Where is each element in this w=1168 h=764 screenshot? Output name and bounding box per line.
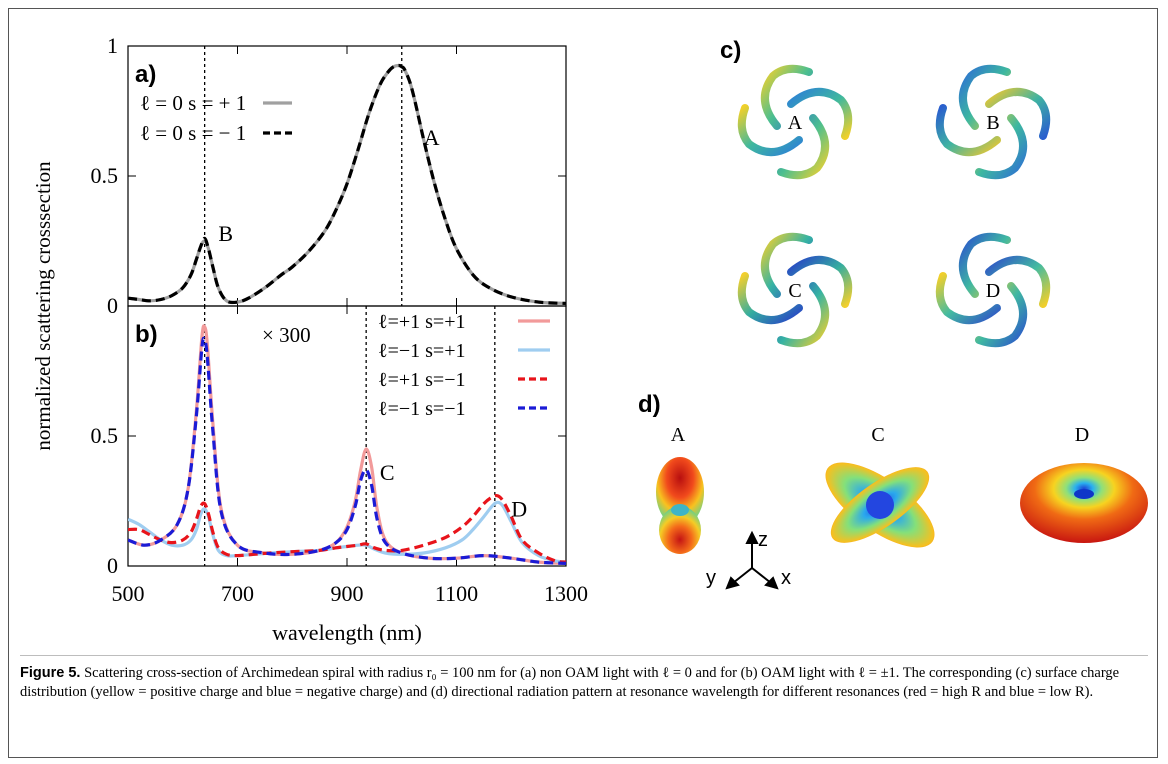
- spiral-label: A: [788, 112, 803, 134]
- panel-a-annotation-A: A: [424, 125, 440, 150]
- radiation-pattern-a: [656, 457, 704, 554]
- x-tick-label: 900: [331, 581, 364, 606]
- y-tick-label: 0: [107, 293, 118, 318]
- panel-b-label: b): [135, 321, 158, 348]
- panel-b-series: [128, 306, 566, 566]
- legend-label: ℓ = 0 s = − 1: [140, 121, 246, 145]
- spiral-arm: [985, 256, 1051, 308]
- legend-label: ℓ=−1 s=+1: [378, 340, 465, 362]
- panel-c-spirals: A B C D: [737, 64, 1051, 348]
- panel-b-series-2: [128, 493, 566, 564]
- y-axis-label: normalized scattering crosssection: [31, 161, 55, 451]
- spiral-c: C: [737, 232, 853, 348]
- x-tick-label: 500: [112, 581, 145, 606]
- panel-b-legend: ℓ=+1 s=+1 ℓ=−1 s=+1 ℓ=+1 s=−1 ℓ=−1 s=−1: [378, 311, 550, 420]
- spiral-arm: [975, 282, 1027, 348]
- spiral-label: B: [986, 112, 999, 134]
- spiral-b: B: [935, 64, 1051, 180]
- x-tick-label: 1100: [435, 581, 478, 606]
- spiral-label: C: [788, 280, 801, 302]
- panel-a-annotations: AB: [218, 125, 439, 246]
- y-tick-label: 0.5: [91, 163, 119, 188]
- pattern-label-c: C: [871, 424, 884, 446]
- spiral-arm: [787, 88, 853, 140]
- legend-label: ℓ=−1 s=−1: [378, 398, 465, 420]
- spiral-arm: [777, 282, 829, 348]
- panel-a-legend: ℓ = 0 s = + 1 ℓ = 0 s = − 1: [140, 91, 292, 145]
- radiation-pattern-d: [1020, 463, 1148, 543]
- panel-b-series-3: [128, 336, 566, 565]
- panel-b-axes: 500 700 900 1100 1300 0 0.5: [91, 306, 588, 606]
- pattern-label-a: A: [671, 424, 686, 446]
- spiral-arm: [975, 114, 1027, 180]
- spiral-arm: [959, 64, 1011, 130]
- panel-a-series: [128, 46, 566, 306]
- y-tick-label: 1: [107, 33, 118, 58]
- panel-a-series-1: [128, 63, 566, 305]
- spiral-arm: [935, 104, 1001, 156]
- axis-z-label: z: [758, 529, 768, 551]
- spiral-arm: [959, 232, 1011, 298]
- spiral-arm: [985, 88, 1051, 140]
- panel-a-axes: 00.51: [91, 33, 567, 318]
- panel-a-label: a): [135, 61, 156, 88]
- spiral-arm: [737, 104, 803, 156]
- radiation-pattern-c: [825, 462, 935, 548]
- x-axis-label: wavelength (nm): [272, 620, 422, 645]
- caption-text: Scattering cross-section of Archimedean …: [20, 665, 1120, 700]
- legend-label: ℓ = 0 s = + 1: [140, 91, 246, 115]
- spiral-arm: [777, 114, 829, 180]
- caption-separator: [20, 655, 1148, 656]
- x-tick-label: 700: [221, 581, 254, 606]
- x-tick-label: 1300: [544, 581, 588, 606]
- panel-c-label: c): [720, 37, 741, 64]
- panel-b-annotation-D: D: [511, 497, 527, 522]
- spiral-arm: [787, 256, 853, 308]
- panel-d-label: d): [638, 391, 661, 418]
- spiral-arm: [737, 272, 803, 324]
- y-tick-label: 0.5: [91, 423, 119, 448]
- axis-x-label: x: [781, 567, 791, 589]
- spiral-a: A: [737, 64, 853, 180]
- axis-y-label: y: [706, 567, 716, 589]
- spiral-d: D: [935, 232, 1051, 348]
- panel-b-annotation-C: C: [380, 460, 395, 485]
- multiplier-label: × 300: [262, 323, 311, 347]
- pattern-label-d: D: [1075, 424, 1089, 446]
- legend-label: ℓ=+1 s=+1: [378, 311, 465, 333]
- panel-a-annotation-B: B: [218, 221, 233, 246]
- spiral-label: D: [986, 280, 1000, 302]
- spiral-arm: [761, 232, 813, 298]
- y-tick-label: 0: [107, 553, 118, 578]
- figure-frame: [8, 8, 1158, 758]
- caption-label: Figure 5.: [20, 665, 81, 681]
- spiral-arm: [935, 272, 1001, 324]
- axes-triad: [725, 530, 779, 590]
- panel-b-annotations: CD: [380, 460, 527, 521]
- legend-label: ℓ=+1 s=−1: [378, 369, 465, 391]
- spiral-arm: [761, 64, 813, 130]
- figure-caption: Figure 5. Scattering cross-section of Ar…: [20, 664, 1148, 702]
